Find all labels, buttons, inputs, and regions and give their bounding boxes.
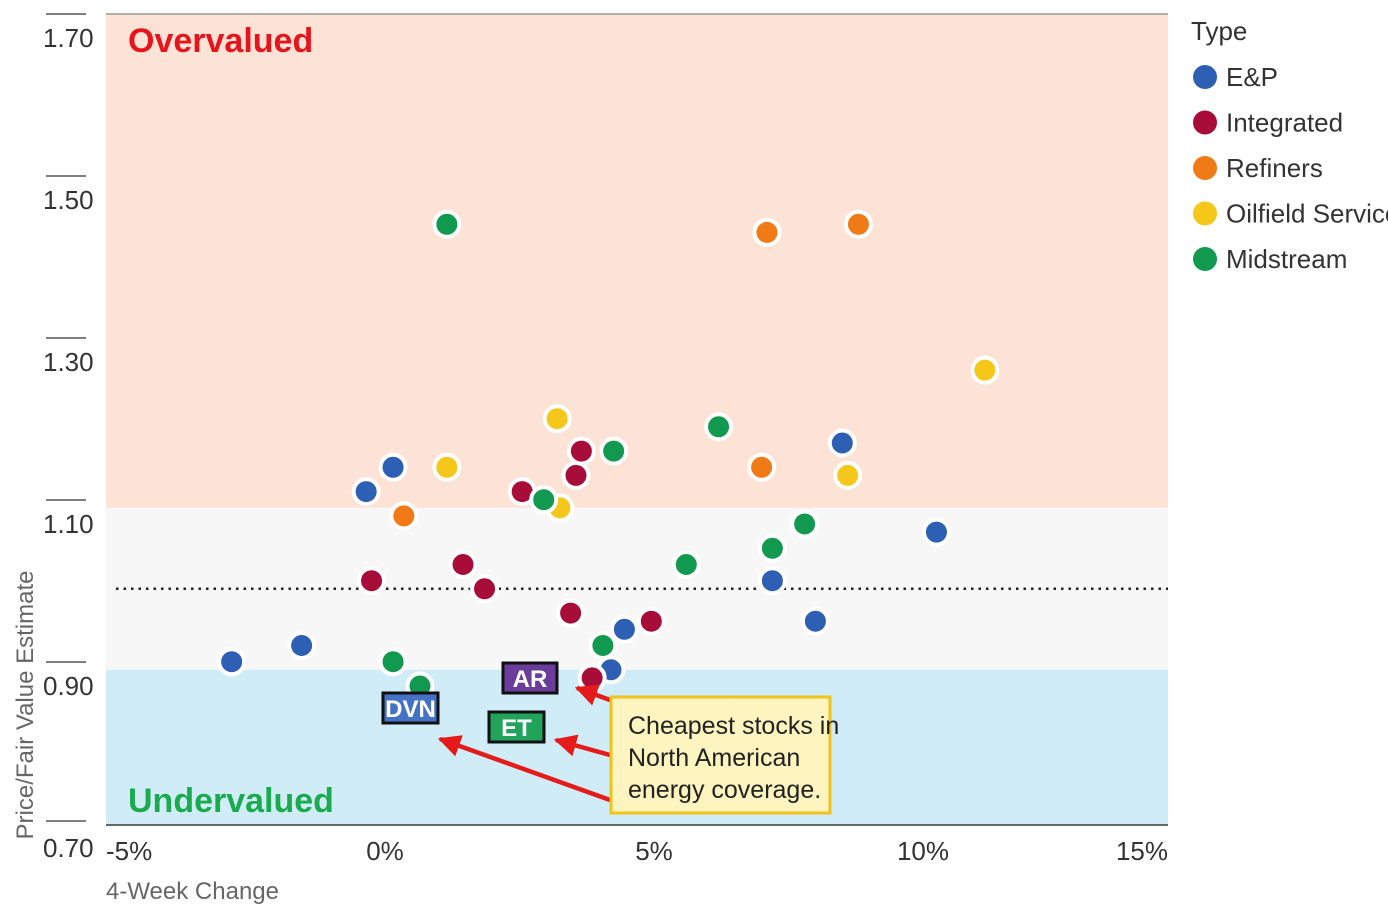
- point-e-p: [287, 631, 317, 660]
- point-oilfield-services: [833, 460, 863, 490]
- x-tick-label: 10%: [897, 836, 949, 866]
- y-tick-label: 0.90: [43, 671, 94, 701]
- point-refiners: [843, 209, 873, 239]
- point-integrated: [577, 663, 607, 693]
- point-refiners: [389, 501, 419, 531]
- annotation-callout-box: [609, 695, 832, 815]
- point-e-p: [921, 517, 951, 547]
- point-midstream: [599, 436, 629, 466]
- legend-label-integrated: Integrated: [1226, 108, 1343, 138]
- point-e-p: [800, 606, 830, 636]
- point-midstream: [529, 485, 559, 515]
- annotation-line-2: North American: [628, 744, 800, 772]
- y-tick-label: 1.50: [43, 185, 94, 215]
- legend-label-midstream: Midstream: [1226, 244, 1347, 274]
- point-midstream: [790, 509, 820, 539]
- ticker-tag-et: ET: [487, 710, 546, 744]
- legend-label-oilfield-services: Oilfield Services: [1226, 199, 1388, 229]
- point-integrated: [357, 566, 387, 596]
- legend-swatch-midstream: [1193, 247, 1217, 271]
- point-oilfield-services: [542, 404, 572, 434]
- legend-label-e-p: E&P: [1226, 62, 1278, 92]
- legend-swatch-e-p: [1193, 65, 1217, 89]
- annotation-arrow: [437, 735, 611, 803]
- y-tick-label: 0.70: [43, 833, 94, 863]
- y-tick-label: 1.30: [43, 347, 94, 377]
- point-e-p: [609, 614, 639, 644]
- point-integrated: [470, 574, 500, 604]
- ticker-tag-label: AR: [513, 666, 548, 693]
- point-oilfield-services: [970, 355, 1000, 385]
- annotation-arrow: [553, 734, 611, 758]
- legend-swatch-integrated: [1193, 110, 1217, 135]
- point-e-p: [378, 452, 408, 482]
- annotation-line-1: Cheapest stocks in: [628, 712, 839, 740]
- data-points: [217, 209, 1000, 701]
- annotation-line-3: energy coverage.: [628, 776, 821, 804]
- y-axis-title: Price/Fair Value Estimate: [12, 571, 39, 840]
- legend-label-refiners: Refiners: [1226, 153, 1323, 183]
- ticker-tag-ar: AR: [501, 661, 559, 695]
- point-e-p: [351, 477, 381, 507]
- x-axis-title: 4-Week Change: [106, 878, 279, 905]
- ticker-tags: AR DVN ET: [381, 661, 559, 744]
- point-integrated: [561, 460, 591, 490]
- point-oilfield-services: [432, 452, 462, 482]
- y-tick-label: 1.10: [43, 509, 94, 539]
- legend: Type E&P Integrated Refiners Oilfield Servi…: [1191, 16, 1388, 274]
- point-midstream: [757, 533, 787, 563]
- undervalued-label: Undervalued: [128, 782, 334, 820]
- point-integrated: [636, 606, 666, 636]
- x-tick-label: 0%: [366, 836, 404, 866]
- point-midstream: [704, 412, 734, 442]
- point-refiners: [747, 452, 777, 482]
- point-e-p: [217, 647, 247, 677]
- legend-title: Type: [1191, 16, 1247, 46]
- point-refiners: [752, 217, 782, 247]
- point-midstream: [378, 647, 408, 677]
- annotation-arrows: [437, 684, 611, 803]
- point-integrated: [556, 598, 586, 628]
- ticker-tag-label: DVN: [385, 696, 436, 723]
- point-e-p: [827, 428, 857, 458]
- x-tick-label: -5%: [106, 836, 152, 866]
- point-midstream: [432, 209, 462, 239]
- overvalued-label: Overvalued: [128, 22, 313, 60]
- point-integrated: [448, 550, 478, 579]
- point-midstream: [671, 550, 701, 579]
- point-e-p: [757, 566, 787, 596]
- point-midstream: [588, 631, 618, 660]
- x-tick-label: 5%: [635, 836, 673, 866]
- annotation-arrow: [574, 684, 611, 706]
- y-axis-ticks: 1.70 1.50 1.30 1.10 0.90 0.70: [43, 13, 94, 863]
- legend-swatch-refiners: [1193, 156, 1217, 180]
- x-tick-label: 15%: [1116, 836, 1168, 866]
- legend-swatch-oilfield-services: [1193, 201, 1217, 226]
- overvalued-zone: [106, 14, 1168, 508]
- ticker-tag-dvn: DVN: [381, 691, 440, 725]
- point-integrated: [566, 436, 596, 466]
- x-axis-ticks: -5% 0% 5% 10% 15%: [106, 836, 1168, 866]
- y-tick-label: 1.70: [43, 23, 94, 53]
- ticker-tag-label: ET: [501, 715, 532, 742]
